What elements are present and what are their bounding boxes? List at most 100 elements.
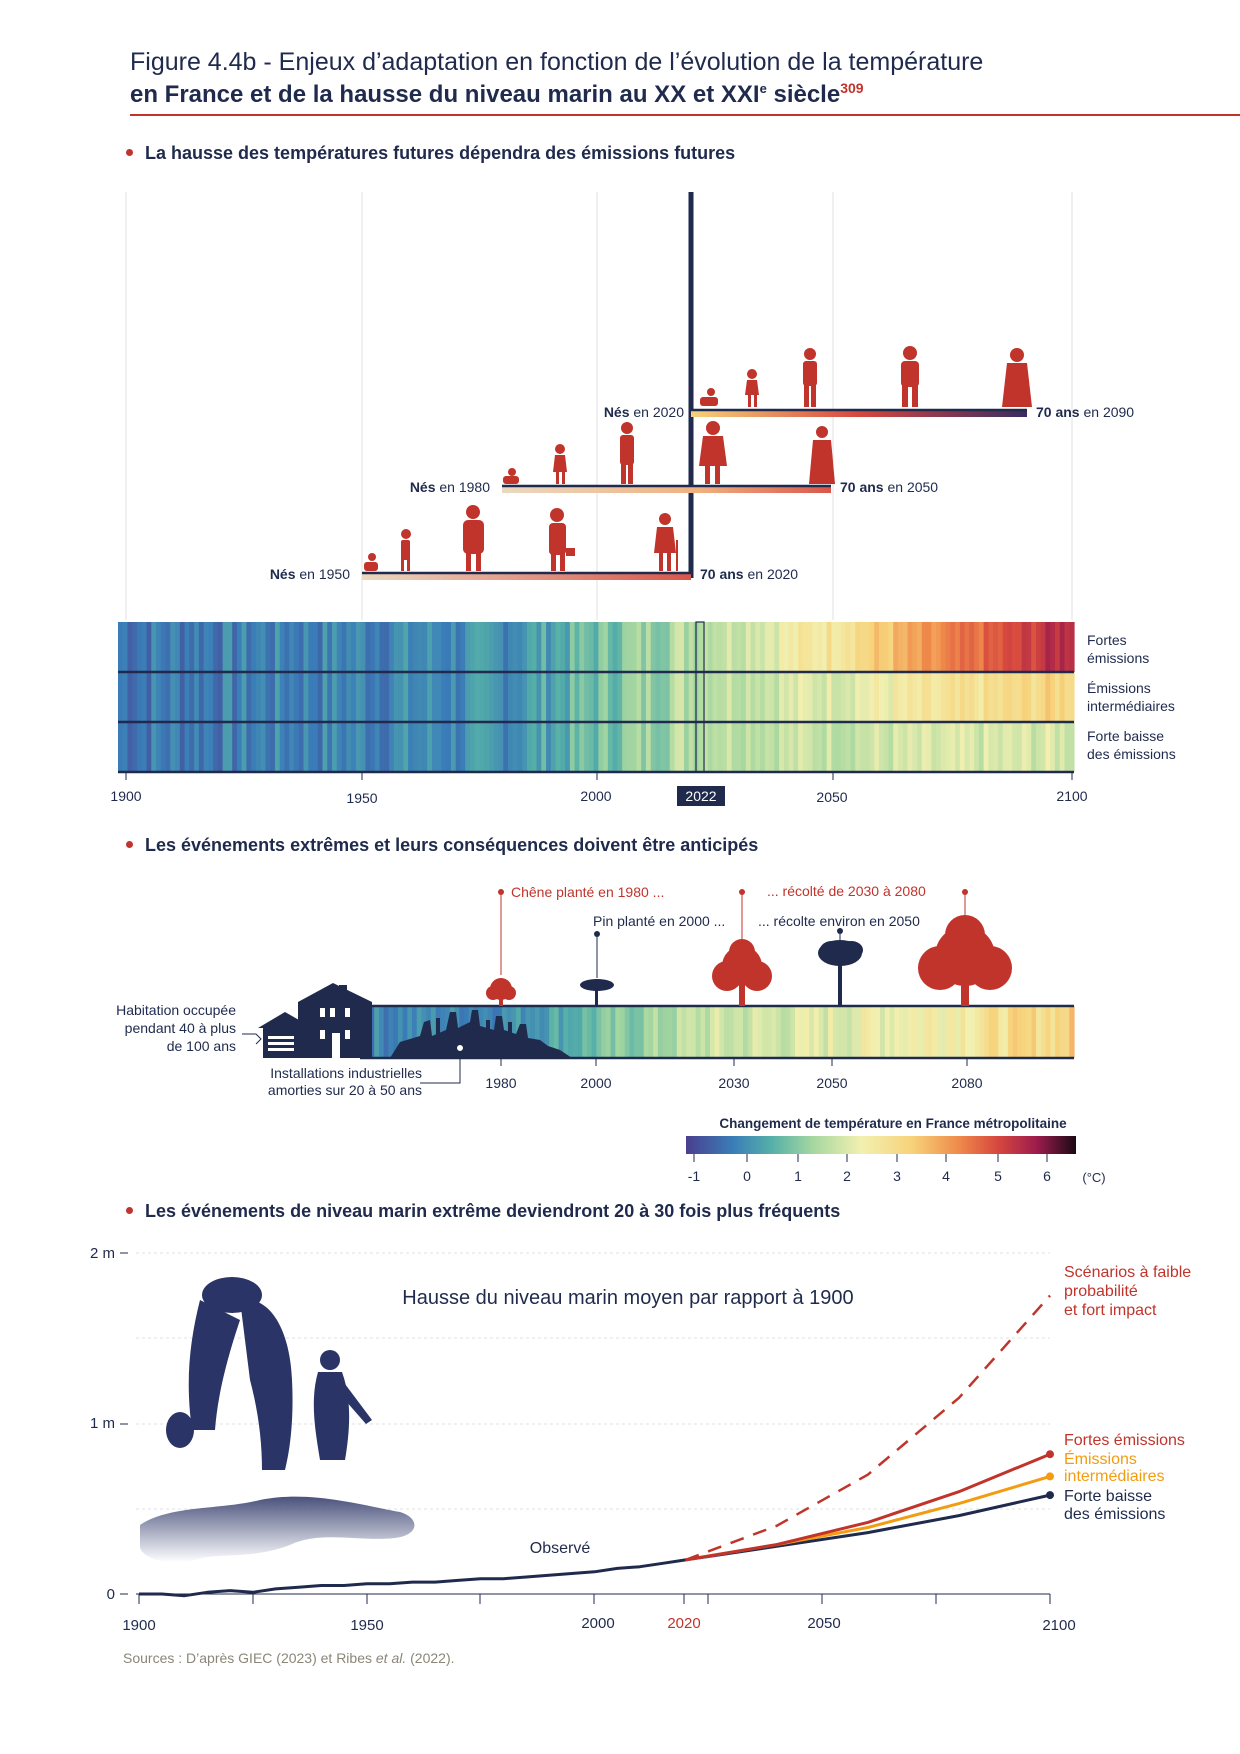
warming-stripe (549, 1006, 555, 1058)
warming-stripe (313, 672, 319, 722)
warming-stripe (1035, 722, 1042, 772)
warming-stripe (804, 1006, 810, 1058)
warming-stripe (1002, 622, 1009, 672)
warming-stripe (260, 722, 267, 772)
warming-stripe (752, 1006, 758, 1058)
warming-stripe (146, 672, 152, 722)
warming-stripe (883, 722, 890, 772)
warming-stripe (141, 622, 148, 672)
warming-stripe (546, 672, 552, 722)
warming-stripe (741, 672, 747, 722)
warming-stripe (969, 1006, 976, 1058)
warming-stripe (776, 1006, 782, 1058)
x-tick-label-2022: 2022 (685, 788, 716, 804)
warming-stripe (308, 722, 314, 772)
warming-stripe (988, 622, 994, 672)
warming-stripe (479, 622, 485, 672)
warming-stripe (527, 672, 533, 722)
warming-stripe (560, 622, 566, 672)
warming-stripe (584, 622, 590, 672)
warming-stripe (913, 1006, 919, 1058)
warming-stripe (584, 672, 590, 722)
warming-stripe (921, 622, 928, 672)
y-tick-label: 1 m (90, 1415, 115, 1432)
warming-stripe (622, 722, 628, 772)
warming-stripe (683, 722, 690, 772)
warming-stripe (712, 722, 718, 772)
warming-stripe (417, 722, 423, 772)
warming-stripe (241, 622, 248, 672)
warming-stripe (950, 672, 956, 722)
warming-stripe (488, 672, 495, 722)
person-icon (463, 505, 484, 571)
warming-stripe (726, 622, 733, 672)
warming-stripe (1007, 1006, 1014, 1058)
colorbar-tick-label: 0 (743, 1168, 751, 1184)
warming-stripe (393, 722, 400, 772)
annotation-oak-planted: Chêne planté en 1980 ... (511, 884, 664, 900)
warming-stripe (722, 722, 728, 772)
warming-stripe (579, 622, 585, 672)
warming-stripe (175, 722, 181, 772)
figure-title-line2: en France et de la hausse du niveau mari… (130, 80, 864, 109)
warming-stripe (251, 622, 257, 672)
warming-stripe (198, 672, 205, 722)
warming-stripe (422, 722, 428, 772)
warming-stripe (378, 1006, 385, 1058)
warming-stripe (417, 622, 423, 672)
person-icon (809, 426, 835, 484)
warming-stripe (455, 722, 462, 772)
x-tick-label: 2000 (580, 1075, 611, 1091)
warming-stripe (369, 1006, 375, 1058)
warming-stripe (175, 672, 181, 722)
warming-stripe (479, 672, 485, 722)
warming-stripe (898, 672, 904, 722)
warming-stripe (255, 672, 262, 722)
sea-level-chart-title: Hausse du niveau marin moyen par rapport… (402, 1287, 853, 1309)
warming-stripe (255, 622, 262, 672)
warming-stripe (284, 622, 290, 672)
warming-stripe (798, 722, 804, 772)
warming-stripe (1016, 672, 1023, 722)
warming-stripe (912, 672, 918, 722)
warming-stripe (1026, 672, 1032, 722)
warming-stripe (983, 722, 989, 772)
warming-stripe (522, 672, 528, 722)
gen-label-2020: Nés en 2020 (604, 404, 684, 420)
warming-stripe (360, 722, 366, 772)
warming-stripe (1002, 672, 1009, 722)
warming-stripe (888, 722, 894, 772)
warming-stripe (560, 672, 566, 722)
warming-stripe (465, 722, 471, 772)
warming-stripe (1007, 672, 1013, 722)
x-tick-label: 2000 (580, 788, 611, 804)
warming-stripe (393, 622, 400, 672)
warming-stripe (1069, 1006, 1075, 1058)
warming-stripe (274, 622, 281, 672)
warming-stripe (184, 722, 190, 772)
warming-stripe (917, 672, 923, 722)
warming-stripe (983, 672, 989, 722)
warming-stripe (408, 672, 414, 722)
warming-stripe (845, 722, 852, 772)
warming-stripe (964, 722, 970, 772)
warming-stripe (407, 1006, 413, 1058)
x-tick-label: 2000 (581, 1615, 614, 1632)
warming-stripe (1045, 622, 1051, 672)
annotation-house-3: de 100 ans (167, 1038, 236, 1054)
warming-stripe (493, 622, 500, 672)
warming-stripe (859, 722, 866, 772)
warming-stripe (821, 722, 828, 772)
warming-stripe (227, 672, 233, 722)
warming-stripe (1059, 622, 1066, 672)
warming-stripe (332, 622, 338, 672)
warming-stripe (416, 1006, 423, 1058)
warming-stripe (603, 672, 609, 722)
warming-stripe (1012, 1006, 1018, 1058)
warming-stripe (236, 722, 243, 772)
warming-stripe (974, 672, 980, 722)
warming-stripe (750, 722, 756, 772)
warming-stripe (203, 722, 209, 772)
warming-stripe (522, 622, 528, 672)
warming-stripe (955, 672, 961, 722)
